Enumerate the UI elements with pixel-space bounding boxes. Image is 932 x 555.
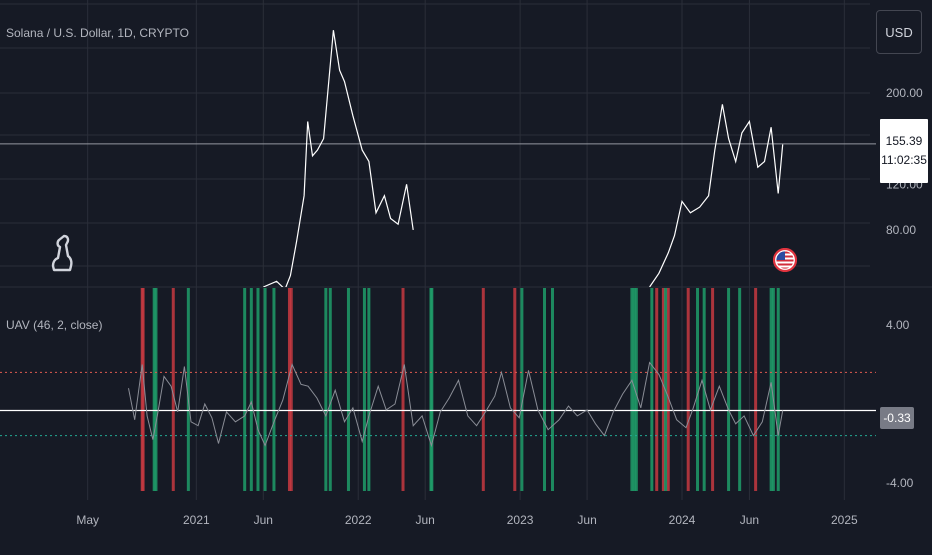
buy-signal-bar [634,288,638,491]
price-axis-tick: 80.00 [886,223,916,237]
last-price-value: 155.39 [885,134,923,148]
buy-signal-bar [769,288,773,491]
indicator-axis-tick: -4.00 [886,476,914,490]
buy-signal-bar [632,288,636,491]
buy-signal-bar [776,288,780,491]
buy-signal-bar [520,288,524,491]
time-axis-tick: 2024 [669,513,696,527]
buy-signal-bar [367,288,371,491]
logo-icon [51,234,73,272]
bar-countdown: 11:02:35 [881,153,927,167]
buy-signal-bar [738,288,742,491]
sell-signal-bar [481,288,485,491]
buy-signal-bar [249,288,253,491]
buy-signal-bar [263,288,267,491]
time-axis-tick: 2022 [345,513,372,527]
sell-signal-bar [141,288,145,491]
buy-signal-bar [771,288,775,491]
price-series-line [263,30,784,287]
sell-signal-bar [711,288,715,491]
buy-signal-bar [324,288,328,491]
buy-signal-bar [362,288,366,491]
sell-signal-bar [661,288,665,491]
symbol-title[interactable]: Solana / U.S. Dollar, 1D, CRYPTO [6,26,189,40]
buy-signal-bar [543,288,547,491]
buy-signal-bar [696,288,700,491]
indicator-value-tag: -0.33 [880,407,914,429]
buy-signal-bar [727,288,731,491]
time-axis-tick: Jun [577,513,596,527]
sell-signal-bar [666,288,670,491]
buy-signal-bar [650,288,654,491]
sell-signal-bar [655,288,659,491]
last-price-tag: 155.39 11:02:35 [880,119,928,183]
buy-signal-bar [243,288,247,491]
time-axis-tick: 2021 [183,513,210,527]
buy-signal-bar [186,288,190,491]
buy-signal-bar [430,288,434,491]
time-axis-tick: 2025 [831,513,858,527]
sell-signal-bar [171,288,175,491]
indicator-title[interactable]: UAV (46, 2, close) [6,318,103,332]
sell-signal-bar [513,288,517,491]
currency-button[interactable]: USD [876,10,922,54]
us-flag-event-icon[interactable] [773,248,797,272]
time-axis-tick: May [76,513,99,527]
sell-signal-bar [401,288,405,491]
time-axis-tick: Jun [254,513,273,527]
indicator-axis-tick: 4.00 [886,318,910,332]
indicator-series-line [128,361,784,448]
price-axis-tick: 200.00 [886,86,923,100]
buy-signal-bar [630,288,634,491]
buy-signal-bar [152,288,156,491]
buy-signal-bar [328,288,332,491]
sell-signal-bar [287,288,291,491]
buy-signal-bar [272,288,276,491]
sell-signal-bar [686,288,690,491]
time-axis-tick: Jun [416,513,435,527]
buy-signal-bar [256,288,260,491]
time-axis-tick: Jun [740,513,759,527]
buy-signal-bar [154,288,158,491]
buy-signal-bar [346,288,350,491]
buy-signal-bar [550,288,554,491]
sell-signal-bar [289,288,293,491]
sell-signal-bar [754,288,758,491]
time-axis-tick: 2023 [507,513,534,527]
